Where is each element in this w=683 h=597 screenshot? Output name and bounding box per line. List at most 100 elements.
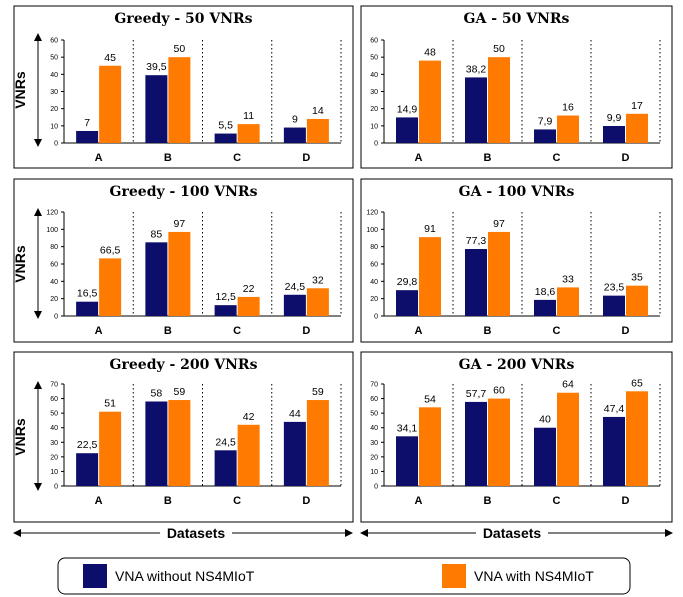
data-label: 47,4 bbox=[604, 403, 625, 415]
chart-title: GA - 50 VNRs bbox=[464, 11, 570, 27]
bar-without-ns4miot bbox=[283, 294, 306, 316]
bar-without-ns4miot bbox=[145, 75, 168, 143]
chart-panel-2: GA - 50 VNRs 0 10 20 30 40 50 60 14,9 48 A 38,2 50 B 7… bbox=[360, 5, 673, 169]
y-tick-label: 0 bbox=[374, 484, 378, 491]
bar-without-ns4miot bbox=[396, 290, 418, 316]
data-label: 7 bbox=[84, 117, 90, 129]
y-tick-label: 80 bbox=[50, 244, 58, 251]
y-tick-label: 40 bbox=[370, 279, 378, 286]
data-label: 29,8 bbox=[397, 276, 418, 288]
category-label: D bbox=[302, 152, 310, 164]
category-label: A bbox=[95, 495, 103, 507]
data-label: 11 bbox=[243, 110, 254, 122]
bar-with-ns4miot bbox=[557, 392, 579, 486]
y-tick-label: 0 bbox=[374, 141, 378, 148]
y-tick-label: 100 bbox=[366, 227, 378, 234]
data-label: 18,6 bbox=[535, 286, 556, 298]
y-tick-label: 20 bbox=[50, 296, 58, 303]
legend-box bbox=[57, 557, 631, 595]
data-label: 59 bbox=[174, 386, 186, 398]
y-tick-label: 20 bbox=[50, 454, 58, 461]
category-label: B bbox=[484, 495, 492, 507]
data-label: 39,5 bbox=[146, 61, 167, 73]
chart-title: Greedy - 200 VNRs bbox=[110, 357, 258, 373]
y-tick-label: 60 bbox=[370, 262, 378, 269]
data-label: 57,7 bbox=[466, 388, 487, 400]
bar-without-ns4miot bbox=[214, 450, 237, 486]
bar-without-ns4miot bbox=[603, 416, 625, 486]
y-tick-label: 10 bbox=[50, 123, 58, 130]
y-tick-label: 40 bbox=[50, 279, 58, 286]
bar-without-ns4miot bbox=[283, 127, 306, 143]
data-label: 97 bbox=[493, 218, 505, 230]
y-tick-label: 40 bbox=[50, 425, 58, 432]
category-label: A bbox=[95, 152, 103, 164]
data-label: 48 bbox=[424, 47, 436, 59]
bar-with-ns4miot bbox=[557, 287, 579, 316]
data-label: 40 bbox=[539, 414, 551, 426]
y-tick-label: 60 bbox=[370, 38, 378, 45]
y-tick-label: 30 bbox=[50, 89, 58, 96]
bar-without-ns4miot bbox=[76, 453, 99, 486]
row-axis-label: VNRs bbox=[12, 71, 28, 109]
bar-with-ns4miot bbox=[419, 407, 441, 486]
category-label: B bbox=[484, 325, 492, 337]
row-axis-label: VNRs bbox=[12, 418, 28, 456]
data-label: 16 bbox=[562, 102, 574, 114]
y-tick-label: 60 bbox=[50, 262, 58, 269]
category-label: A bbox=[415, 495, 423, 507]
data-label: 14,9 bbox=[397, 103, 418, 115]
category-label: C bbox=[553, 325, 561, 337]
y-tick-label: 50 bbox=[370, 411, 378, 418]
data-label: 97 bbox=[174, 218, 186, 230]
data-label: 50 bbox=[174, 43, 186, 55]
data-label: 34,1 bbox=[397, 422, 418, 434]
data-label: 23,5 bbox=[604, 282, 625, 294]
chart-panel-1: Greedy - 50 VNRs 0 10 20 30 40 50 60 7 45 A 39,5 50 B… bbox=[13, 5, 354, 169]
chart-panel-4: GA - 100 VNRs 0 20 40 60 80 100 120 29,8 91 A 77,3 9… bbox=[360, 178, 673, 343]
data-label: 45 bbox=[104, 52, 116, 64]
bar-with-ns4miot bbox=[306, 400, 329, 486]
y-tick-label: 40 bbox=[50, 72, 58, 79]
category-label: C bbox=[233, 325, 241, 337]
row-axis-label: VNRs bbox=[12, 245, 28, 283]
bar-without-ns4miot bbox=[396, 436, 418, 486]
bar-without-ns4miot bbox=[396, 117, 418, 143]
category-label: D bbox=[622, 152, 630, 164]
bar-with-ns4miot bbox=[99, 258, 122, 316]
category-label: D bbox=[622, 495, 630, 507]
category-label: D bbox=[302, 495, 310, 507]
bar-with-ns4miot bbox=[237, 124, 260, 143]
y-tick-label: 20 bbox=[370, 106, 378, 113]
legend-label-with: VNA with NS4MIoT bbox=[474, 568, 594, 584]
chart-title: Greedy - 100 VNRs bbox=[110, 184, 258, 200]
data-label: 42 bbox=[243, 411, 255, 423]
data-label: 77,3 bbox=[466, 235, 487, 247]
data-label: 22 bbox=[243, 283, 255, 295]
bar-with-ns4miot bbox=[99, 65, 122, 143]
bar-without-ns4miot bbox=[465, 401, 487, 486]
category-label: C bbox=[553, 152, 561, 164]
bar-with-ns4miot bbox=[488, 398, 510, 486]
panel-frame bbox=[360, 5, 673, 169]
category-label: C bbox=[233, 152, 241, 164]
chart-panel-3: Greedy - 100 VNRs 0 20 40 60 80 100 120 16,5 66,5… bbox=[13, 178, 354, 343]
y-tick-label: 50 bbox=[370, 55, 378, 62]
data-label: 64 bbox=[562, 379, 574, 391]
bar-with-ns4miot bbox=[168, 400, 191, 486]
legend-label-without: VNA without NS4MIoT bbox=[115, 568, 255, 584]
bar-with-ns4miot bbox=[419, 60, 441, 143]
y-tick-label: 20 bbox=[50, 106, 58, 113]
bar-without-ns4miot bbox=[214, 305, 237, 316]
y-tick-label: 60 bbox=[50, 396, 58, 403]
y-tick-label: 30 bbox=[370, 89, 378, 96]
bar-with-ns4miot bbox=[488, 231, 510, 316]
legend-swatch-with bbox=[442, 564, 466, 588]
y-tick-label: 10 bbox=[50, 469, 58, 476]
y-tick-label: 100 bbox=[46, 227, 58, 234]
y-tick-label: 10 bbox=[370, 123, 378, 130]
legend-swatch-without bbox=[83, 564, 107, 588]
data-label: 59 bbox=[312, 386, 324, 398]
data-label: 66,5 bbox=[100, 244, 121, 256]
